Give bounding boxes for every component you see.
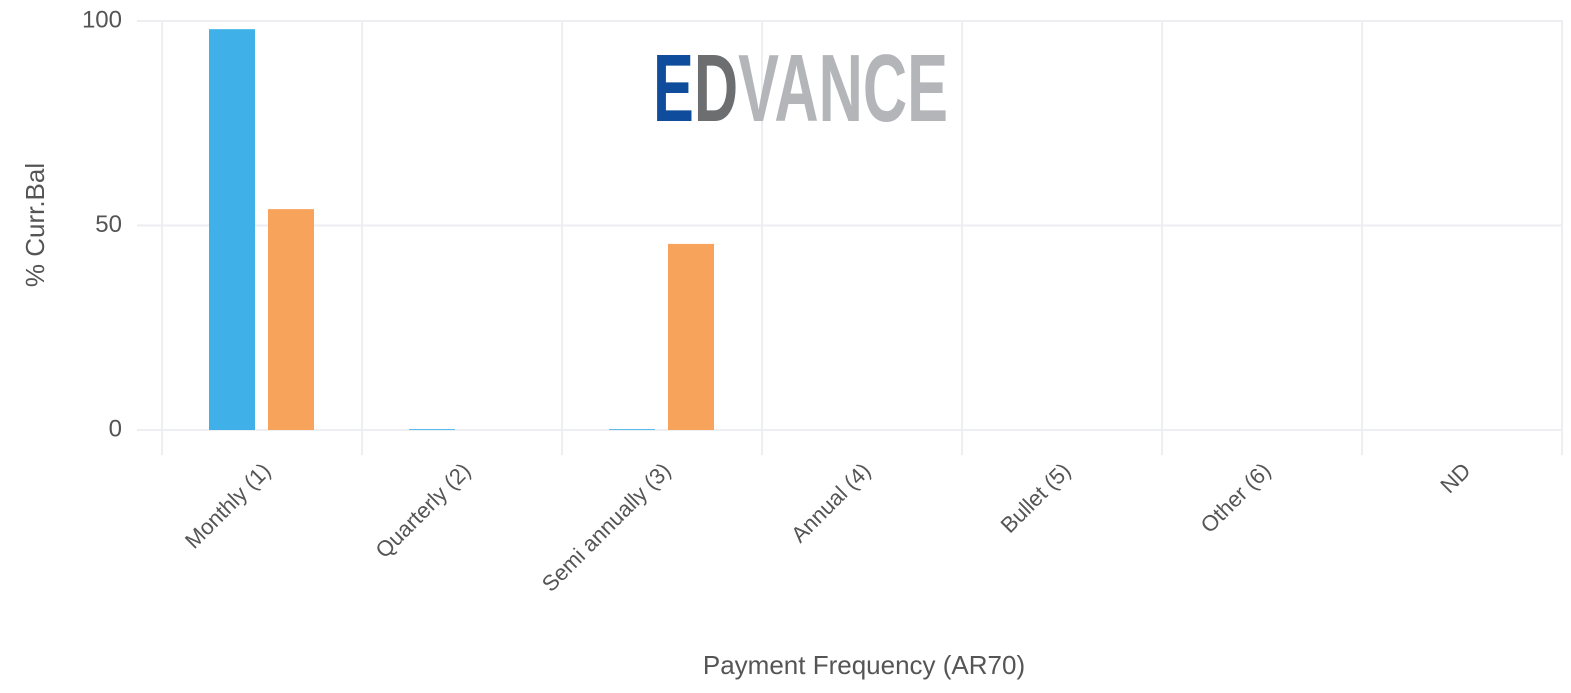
y-tick-label: 0 [109, 415, 122, 442]
y-tick-label: 50 [95, 211, 122, 238]
bar [268, 209, 314, 430]
x-tick-label: ND [1435, 458, 1475, 498]
x-axis-title: Payment Frequency (AR70) [703, 650, 1025, 680]
x-tick-label: Annual (4) [786, 458, 875, 547]
bar [409, 429, 455, 430]
bar [209, 29, 255, 431]
x-tick-label: Semi annually (3) [537, 458, 676, 597]
bar [609, 429, 655, 430]
x-tick-label: Quarterly (2) [371, 458, 476, 563]
watermark: EDVANCE [653, 35, 948, 142]
x-tick-label: Other (6) [1196, 458, 1276, 538]
bar [668, 243, 714, 430]
y-axis-title: % Curr.Bal [20, 163, 50, 287]
watermark-part: E [653, 35, 694, 142]
x-tick-label: Monthly (1) [180, 458, 275, 553]
y-tick-label: 100 [82, 6, 122, 33]
watermark-part: VANCE [738, 35, 948, 142]
watermark-part: D [694, 35, 738, 142]
x-tick-label: Bullet (5) [996, 458, 1076, 538]
